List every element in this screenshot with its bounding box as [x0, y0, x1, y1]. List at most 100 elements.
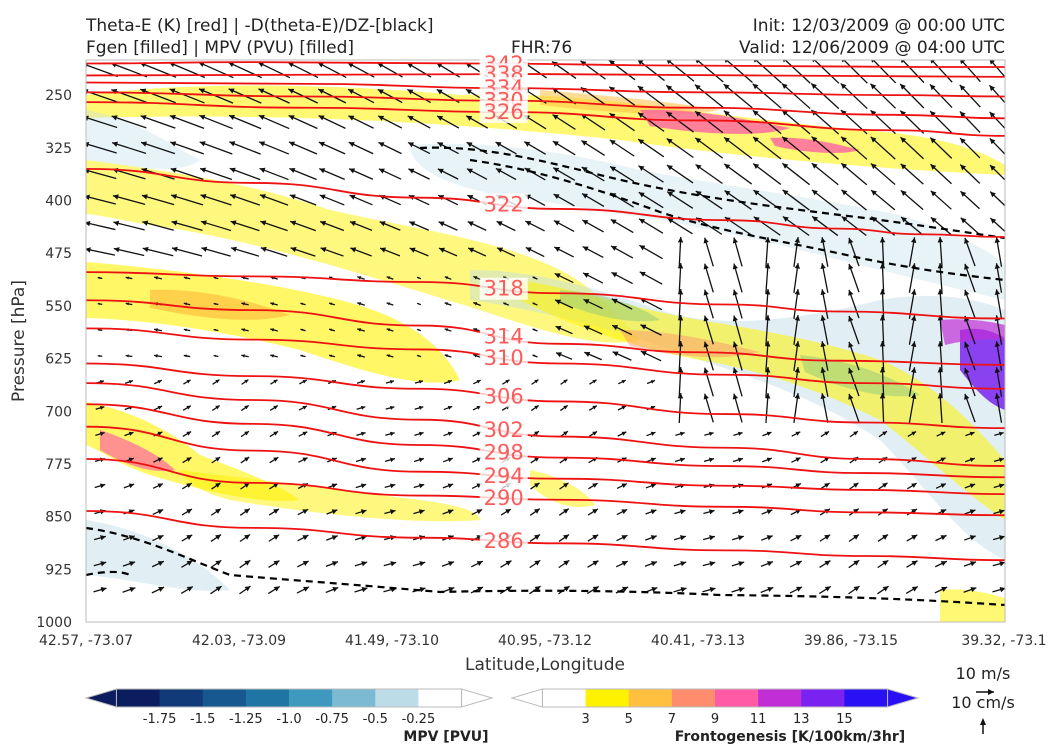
wind-vector-head [554, 273, 561, 279]
wind-vector-head [609, 139, 616, 146]
wind-vector-head [764, 341, 771, 347]
theta-e-contour-label: 310 [484, 346, 524, 370]
colorbar-swatch [671, 689, 716, 707]
wind-vector-head [417, 355, 420, 357]
wind-vector-head [695, 111, 701, 117]
wind-vector [169, 88, 205, 104]
wind-vector-head [650, 380, 655, 384]
wind-vector-head [300, 354, 304, 358]
theta-e-contour [86, 61, 1005, 68]
wind-vector-head [86, 194, 91, 200]
wind-vector-head [766, 457, 772, 462]
wind-vector-head [732, 393, 739, 400]
wind-vector-head [611, 298, 618, 304]
wind-vector-head [811, 136, 818, 143]
wind-vector-head [900, 163, 907, 170]
wind-vector-head [994, 263, 1001, 269]
wind-vector-head [638, 165, 645, 171]
theta-e-label-bg [479, 530, 528, 553]
wind-vector-head [998, 509, 1005, 515]
wind-vector-head [795, 483, 801, 488]
wind-vector-head [361, 561, 368, 567]
wind-vector-head [348, 89, 355, 95]
wind-vector-head [709, 587, 716, 593]
wind-vector-head [497, 247, 504, 253]
wind-vector-head [581, 193, 588, 199]
wind-vector-head [86, 247, 91, 253]
wind-vector-head [882, 431, 887, 436]
wind-vector [725, 60, 753, 84]
wind-vector-head [418, 431, 424, 436]
filled-field-region [470, 270, 1005, 560]
filled-field-region [530, 470, 595, 508]
wind-vector-head [258, 88, 265, 94]
wind-vector-head [848, 237, 854, 244]
y-tick-label: 925 [45, 562, 72, 578]
wind-vector-head [158, 586, 165, 592]
filled-fields [86, 85, 1005, 622]
colorbar-tick-label: -0.5 [363, 712, 388, 727]
wind-vector-head [677, 263, 684, 269]
wind-vector-head [259, 167, 266, 173]
wind-vector-head [380, 247, 387, 253]
wind-vector [142, 221, 174, 231]
wind-vector-head [407, 62, 414, 69]
wind-vector-head [157, 457, 163, 462]
wind-vector-head [331, 535, 338, 541]
wind-vector-head [910, 237, 917, 243]
filled-field-region [560, 290, 660, 322]
wind-vector-head [563, 560, 570, 566]
wind-vector-head [389, 483, 396, 489]
wind-vector-head [473, 302, 478, 306]
wind-vector [112, 168, 146, 180]
wind-vector-head [882, 534, 889, 540]
wind-vector-head [228, 62, 235, 68]
vertical-key-label: 10 cm/s [951, 693, 1015, 712]
wind-vector-head [812, 60, 816, 63]
wind-vector-head [377, 62, 384, 68]
wind-vector-head [473, 354, 478, 358]
wind-vector-head [900, 84, 906, 90]
wind-vector-head [444, 328, 449, 332]
wind-vector-head [465, 89, 472, 95]
wind-vector-head [990, 218, 997, 224]
wind-vector-head [794, 341, 801, 347]
wind-vector-head [349, 168, 356, 174]
wind-vector [723, 136, 753, 160]
theta-e-contour [86, 73, 1005, 78]
wind-vector-head [468, 247, 475, 253]
wind-vector-head [611, 272, 618, 278]
wind-vector-head [467, 195, 474, 201]
wind-vector-head [732, 341, 739, 348]
wind-vector-head [680, 561, 687, 567]
wind-vector-head [86, 115, 89, 121]
wind-vector-head [666, 111, 673, 118]
wind-vector-head [444, 276, 449, 280]
theta-e-contour [86, 425, 1005, 496]
wind-vector-head [940, 431, 946, 436]
wind-vector [754, 60, 782, 84]
wind-vector-head [969, 509, 976, 515]
wind-vector-head [186, 509, 192, 514]
wind-vector-head [695, 164, 702, 170]
wind-vector-head [154, 328, 158, 332]
theta-e-contour [86, 299, 1005, 366]
theta-e-contour-label: 302 [484, 418, 524, 442]
wind-vector-head [989, 165, 996, 171]
wind-vector [811, 136, 839, 160]
colorbar-tick-label: 13 [793, 712, 810, 727]
wind-vector-head [911, 509, 917, 514]
wind-vector-head [910, 393, 917, 399]
wind-vector-head [142, 220, 149, 226]
wind-vector-head [448, 561, 455, 567]
wind-vector-head [848, 263, 854, 270]
wind-vector-head [466, 168, 473, 174]
wind-vector [113, 221, 145, 231]
wind-vector [784, 60, 811, 84]
wind-vector-head [782, 189, 789, 196]
filled-field-region [410, 143, 1005, 300]
filled-field-region [86, 110, 200, 169]
wind-vector-head [111, 115, 118, 121]
wind-vector-head [409, 247, 416, 253]
